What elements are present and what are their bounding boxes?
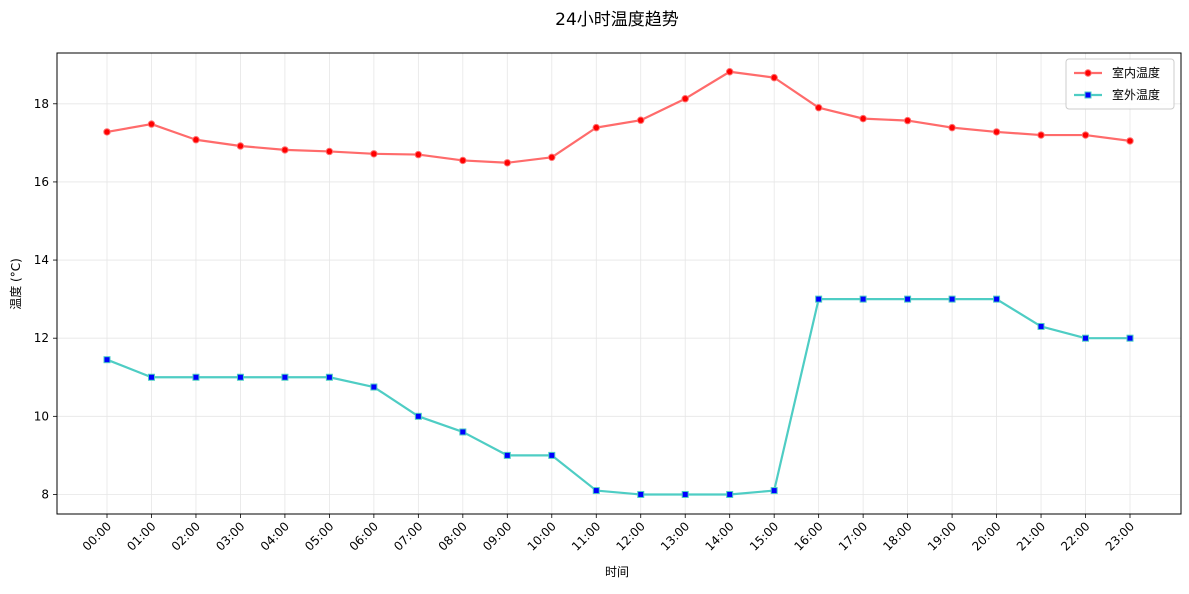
x-tick-label: 20:00	[969, 519, 1003, 553]
x-tick-label: 07:00	[391, 519, 425, 553]
data-point	[414, 412, 422, 420]
x-tick-label: 15:00	[747, 519, 781, 553]
x-tick-label: 18:00	[880, 519, 914, 553]
data-point	[992, 128, 1001, 136]
x-tick-label: 03:00	[213, 519, 247, 553]
x-tick-label: 04:00	[258, 519, 292, 553]
data-point	[681, 490, 689, 498]
data-point	[103, 128, 111, 136]
data-point	[815, 295, 823, 303]
data-point	[948, 123, 956, 132]
y-tick-label: 14	[34, 253, 49, 267]
data-point	[281, 146, 289, 154]
data-point	[993, 295, 1001, 303]
data-point	[147, 373, 155, 381]
y-tick-label: 18	[34, 97, 49, 111]
y-tick-label: 12	[34, 331, 49, 345]
data-point	[370, 383, 378, 391]
x-tick-label: 08:00	[436, 519, 470, 553]
data-point	[414, 150, 423, 159]
gridlines	[57, 53, 1181, 514]
x-tick-label: 13:00	[658, 519, 692, 553]
data-point	[503, 159, 512, 167]
x-tick-label: 14:00	[702, 519, 736, 553]
data-point	[770, 487, 778, 495]
x-tick-label: 16:00	[791, 519, 825, 553]
data-point	[1081, 131, 1090, 139]
y-tick-label: 16	[34, 175, 49, 189]
x-tick-label: 21:00	[1014, 519, 1048, 553]
y-axis-label: 温度 (°C)	[8, 258, 23, 310]
data-point	[1037, 131, 1045, 139]
y-axis-ticks: 8 10 12 14 16 18	[34, 97, 57, 501]
data-point	[1126, 137, 1134, 145]
data-point	[1082, 334, 1090, 342]
x-tick-label: 12:00	[613, 519, 647, 553]
data-point	[325, 147, 334, 156]
data-point	[192, 373, 200, 381]
series-line-0	[106, 70, 1131, 164]
x-tick-label: 23:00	[1103, 519, 1137, 553]
x-tick-label: 09:00	[480, 519, 514, 553]
legend-box	[1065, 58, 1175, 110]
data-point	[236, 142, 245, 150]
x-tick-label: 01:00	[124, 519, 158, 553]
data-point	[236, 373, 244, 381]
data-point	[725, 68, 734, 76]
series-layer	[103, 68, 1134, 498]
y-tick-label: 8	[41, 487, 49, 501]
data-point	[859, 295, 867, 303]
data-point	[147, 120, 156, 128]
data-point	[1037, 322, 1045, 330]
data-point	[281, 373, 289, 381]
data-point	[948, 295, 956, 303]
data-point	[770, 73, 778, 82]
data-point	[859, 114, 867, 123]
data-point	[370, 150, 378, 158]
data-point	[325, 373, 333, 381]
data-point	[726, 490, 734, 498]
legend-label: 室外温度	[1112, 87, 1160, 102]
data-point	[503, 451, 511, 459]
data-point	[814, 103, 823, 112]
data-point	[548, 451, 556, 459]
x-tick-label: 05:00	[302, 519, 336, 553]
data-point	[103, 356, 111, 364]
x-axis-ticks: 00:00 01:00 02:00 03:00 04:00 05:00 06:00 07:00…	[80, 514, 1137, 554]
plot-frame	[56, 52, 1182, 515]
data-point	[904, 295, 912, 303]
x-axis-label: 时间	[605, 565, 629, 579]
data-point	[592, 487, 600, 495]
x-tick-label: 02:00	[169, 519, 203, 553]
data-point	[637, 490, 645, 498]
x-tick-label: 06:00	[347, 519, 381, 553]
data-point	[459, 156, 467, 165]
chart-title: 24小时温度趋势	[555, 10, 679, 30]
y-tick-label: 10	[34, 409, 49, 423]
x-tick-label: 22:00	[1058, 519, 1092, 553]
data-point	[637, 116, 645, 124]
x-tick-label: 17:00	[836, 519, 870, 553]
legend-marker	[1084, 69, 1092, 77]
series-line-1	[106, 298, 1130, 496]
legend-marker	[1084, 91, 1092, 99]
data-point	[548, 153, 556, 162]
legend-label: 室内温度	[1112, 65, 1160, 80]
data-point	[903, 116, 912, 125]
x-tick-label: 19:00	[925, 519, 959, 553]
data-point	[192, 136, 200, 144]
data-point	[592, 123, 600, 132]
data-point	[1126, 334, 1134, 342]
data-point	[459, 428, 467, 436]
x-tick-label: 10:00	[525, 519, 559, 553]
data-point	[681, 95, 689, 103]
x-tick-label: 00:00	[80, 519, 114, 553]
x-tick-label: 11:00	[569, 519, 603, 553]
